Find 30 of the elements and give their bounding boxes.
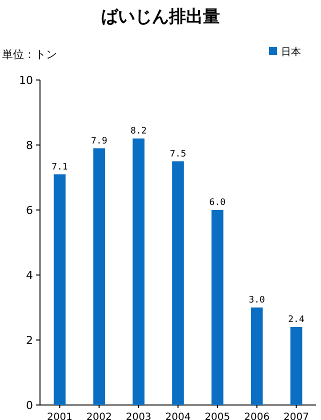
bar bbox=[172, 161, 184, 405]
x-tick-label: 2001 bbox=[46, 412, 72, 420]
text: 7.9 bbox=[91, 136, 108, 146]
x-tick-label: 2006 bbox=[244, 412, 270, 420]
text: 7.5 bbox=[170, 149, 186, 160]
x-tick-label: 2002 bbox=[86, 412, 112, 420]
text: 6.0 bbox=[209, 198, 226, 208]
y-tick-label: 8 bbox=[26, 139, 33, 152]
bar bbox=[250, 308, 263, 405]
x-tick-label: 2004 bbox=[165, 412, 191, 420]
bar bbox=[212, 210, 224, 405]
y-tick-label: 2 bbox=[26, 334, 33, 347]
y-tick-label: 4 bbox=[26, 269, 33, 282]
legend-label: 日本 bbox=[281, 46, 301, 58]
bar bbox=[290, 327, 302, 405]
x-tick-label: 2005 bbox=[204, 412, 230, 420]
bar bbox=[54, 174, 66, 405]
x-tick-label: 2007 bbox=[284, 412, 310, 420]
y-tick-label: 0 bbox=[26, 399, 33, 412]
text: 8.2 bbox=[130, 126, 147, 136]
bar bbox=[132, 138, 144, 405]
chart-title: ばいじん排出量 bbox=[101, 7, 220, 27]
bar bbox=[93, 148, 106, 405]
x-tick-label: 2003 bbox=[126, 412, 152, 420]
y-axis-title: 単位：トン bbox=[2, 48, 57, 61]
y-tick-label: 6 bbox=[26, 204, 33, 217]
y-tick-label: 10 bbox=[19, 74, 33, 87]
text: 7.1 bbox=[52, 162, 68, 172]
text: 3.0 bbox=[248, 296, 265, 306]
text: 2.4 bbox=[288, 315, 304, 325]
